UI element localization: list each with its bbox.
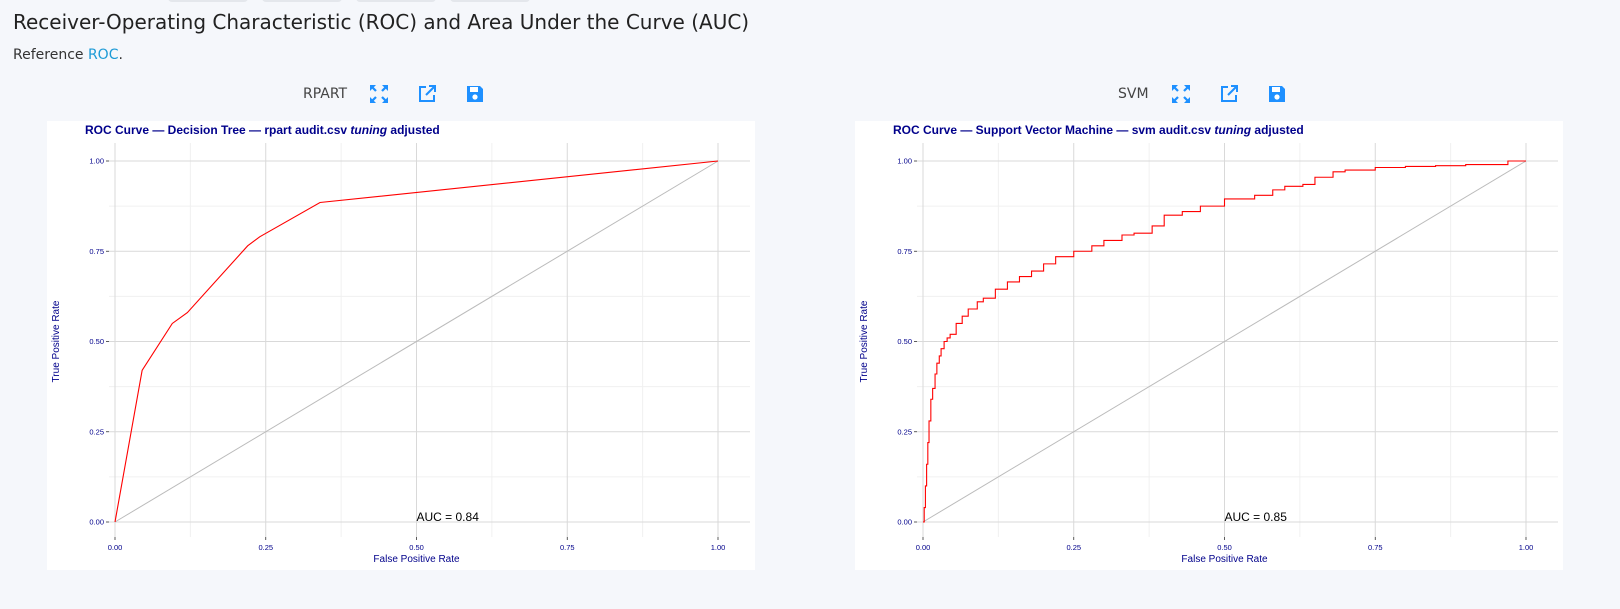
y-tick-label: 0.50 [897,337,912,346]
chart-title-part: tuning [350,123,387,137]
auc-annotation: AUC = 0.84 [417,510,480,524]
x-tick-label: 0.75 [560,543,575,552]
y-tick-label: 0.25 [897,427,912,436]
x-tick-label: 0.50 [1217,543,1232,552]
diagonal-reference-line [922,160,1527,523]
x-tick-label: 0.50 [409,543,424,552]
roc-curve-line [923,160,1526,523]
x-axis-label: False Positive Rate [373,554,460,565]
roc-chart-svm: 0.00 0.00 0.25 0.25 0.50 0.50 0.75 0.75 1.00 1.00… [859,123,1558,565]
open-external-icon[interactable] [413,80,441,108]
page-title: Receiver-Operating Characteristic (ROC) … [13,10,750,34]
chart-title-part: tuning [1214,123,1251,137]
chart-title: ROC Curve — Support Vector Machine — svm… [893,123,1304,137]
chart-title-part: ROC Curve — Decision Tree — rpart audit.… [85,123,350,137]
y-tick-label: 1.00 [897,157,912,166]
reference-line: Reference ROC. [13,47,123,63]
x-tick-label: 0.00 [916,543,931,552]
auc-annotation: AUC = 0.85 [1225,510,1288,524]
top-tab-strip [168,0,530,2]
x-tick-label: 0.25 [258,543,273,552]
chart-title-part: adjusted [387,123,440,137]
x-tick-label: 0.00 [108,543,123,552]
reference-prefix: Reference [13,47,88,63]
x-axis-label: False Positive Rate [1181,554,1268,565]
y-tick-label: 0.25 [89,427,104,436]
y-tick-label: 1.00 [89,157,104,166]
x-tick-label: 1.00 [1519,543,1534,552]
y-tick-label: 0.50 [89,337,104,346]
roc-plot-svm: 0.00 0.00 0.25 0.25 0.50 0.50 0.75 0.75 1.00 1.00… [855,121,1563,570]
save-icon[interactable] [461,80,489,108]
tab-stub[interactable] [356,0,436,2]
expand-icon[interactable] [365,80,393,108]
x-tick-label: 0.75 [1368,543,1383,552]
svm-panel-header: SVM [1118,80,1311,108]
diagonal-reference-line [114,160,719,523]
rpart-panel-header: RPART [303,80,509,108]
y-tick-label: 0.00 [897,518,912,527]
roc-reference-link[interactable]: ROC [87,47,119,63]
x-tick-label: 1.00 [711,543,726,552]
chart-title-part: ROC Curve — Support Vector Machine — svm… [893,123,1214,137]
reference-suffix: . [118,47,123,63]
x-tick-label: 0.25 [1066,543,1081,552]
tab-stub[interactable] [262,0,342,2]
chart-title: ROC Curve — Decision Tree — rpart audit.… [85,123,440,137]
open-external-icon[interactable] [1215,80,1243,108]
panel-label-svm: SVM [1118,86,1149,102]
panel-label-rpart: RPART [303,86,348,102]
tab-stub[interactable] [168,0,248,2]
roc-plot-rpart: 0.00 0.00 0.25 0.25 0.50 0.50 0.75 0.75 1.00 1.00… [47,121,755,570]
chart-title-part: adjusted [1251,123,1304,137]
roc-chart-rpart: 0.00 0.00 0.25 0.25 0.50 0.50 0.75 0.75 1.00 1.00… [51,123,750,565]
save-icon[interactable] [1263,80,1291,108]
y-tick-label: 0.00 [89,518,104,527]
y-axis-label: True Positive Rate [51,300,62,382]
y-tick-label: 0.75 [89,247,104,256]
tab-stub[interactable] [450,0,530,2]
y-axis-label: True Positive Rate [859,300,870,382]
roc-curve-line [114,160,719,523]
expand-icon[interactable] [1167,80,1195,108]
y-tick-label: 0.75 [897,247,912,256]
